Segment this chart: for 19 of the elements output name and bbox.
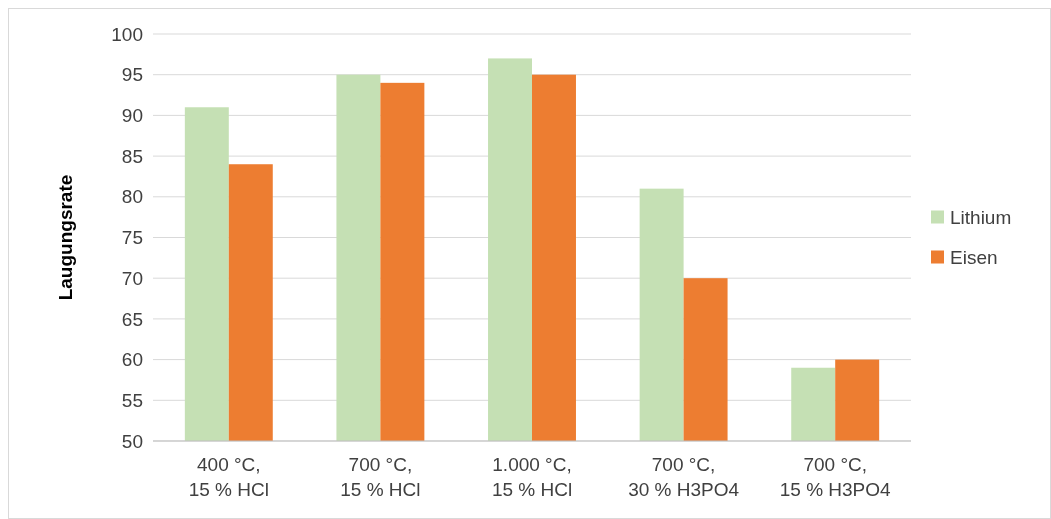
legend-label: Lithium xyxy=(950,207,1012,229)
x-tick-label: 700 °C, 15 % H3PO4 xyxy=(779,454,892,500)
y-tick-label: 90 xyxy=(121,105,143,127)
y-tick-label: 50 xyxy=(121,430,143,452)
y-tick-label: 60 xyxy=(121,349,143,371)
y-tick-label: 65 xyxy=(121,308,143,330)
x-tick-label: 700 °C, 30 % H3PO4 xyxy=(628,454,740,500)
y-tick-label: 75 xyxy=(121,227,143,249)
x-tick-label: 400 °C, 15 % HCl xyxy=(188,454,269,500)
y-tick-label: 55 xyxy=(121,389,143,411)
y-tick-label: 95 xyxy=(121,64,143,86)
y-tick-label: 80 xyxy=(121,186,143,208)
y-tick-label: 100 xyxy=(111,23,143,45)
legend-label: Eisen xyxy=(950,247,998,269)
y-tick-label: 85 xyxy=(121,145,143,167)
x-tick-label: 1.000 °C, 15 % HCl xyxy=(491,454,573,500)
y-axis-title: Laugungsrate xyxy=(55,174,76,301)
y-tick-label: 70 xyxy=(121,267,143,289)
x-tick-label: 700 °C, 15 % HCl xyxy=(340,454,421,500)
